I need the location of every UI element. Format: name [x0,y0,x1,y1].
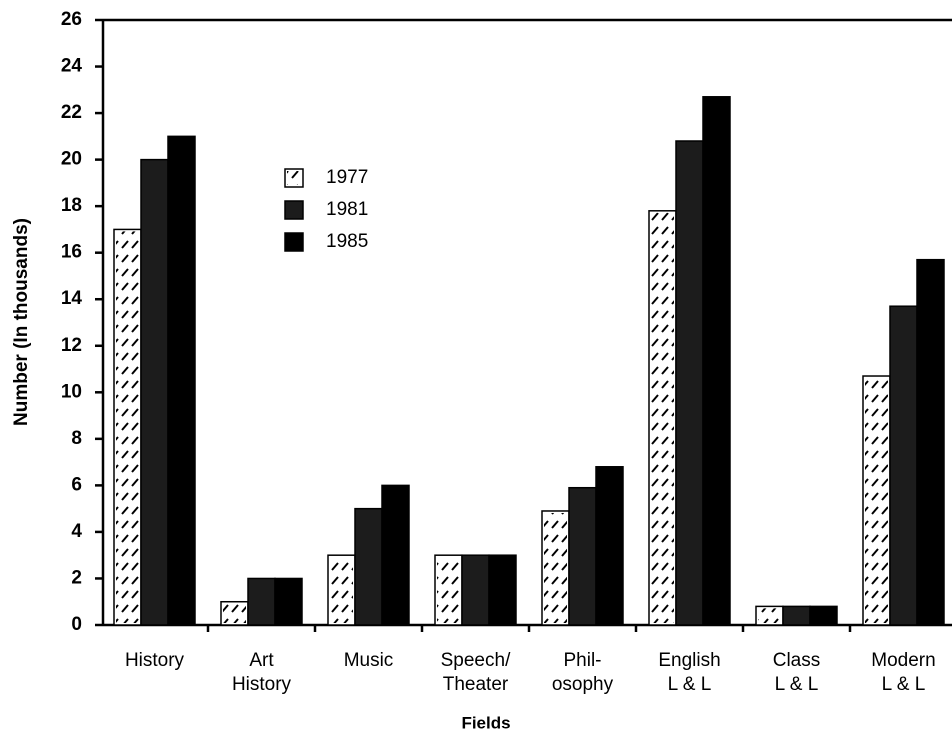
legend-swatch [284,200,304,220]
bar-hatch [223,603,246,623]
bar [782,605,811,626]
y-tick-label: 24 [61,56,83,77]
legend-label: 1977 [326,167,368,188]
bar [889,305,918,626]
bar-hatch [865,378,888,623]
bar [809,605,838,626]
legend-hatch [287,171,301,185]
y-tick-label: 20 [61,149,82,170]
bar-hatch [116,231,139,623]
y-tick-label: 18 [61,195,82,216]
legend-swatch [284,232,304,252]
x-tick-label: Art History [232,650,292,695]
x-axis-label: Fields [461,713,510,732]
bar [381,484,410,626]
x-tick-label: Modern L & L [871,650,935,695]
y-tick-label: 0 [71,614,82,635]
bar-hatch [544,512,567,623]
bar [274,577,303,626]
x-tick-label: Phil-osophy [552,650,614,695]
y-tick-label: 14 [61,288,83,309]
y-tick-label: 4 [71,521,82,542]
y-tick-label: 8 [71,428,82,449]
x-tick-label: Music [344,650,394,671]
y-tick-label: 10 [61,381,82,402]
x-tick-label: Speech/Theater [441,650,511,695]
y-tick-label: 12 [61,335,82,356]
y-tick-label: 22 [61,102,82,123]
x-tick-label: English L & L [658,650,720,695]
x-tick-label: History [125,650,185,671]
y-tick-label: 26 [61,9,82,30]
y-axis-label: Number (In thousands) [11,218,32,426]
bar [461,554,490,626]
bar [488,554,517,626]
legend-label: 1981 [326,199,368,220]
bar-hatch [330,557,353,623]
bar [140,158,169,626]
bar-hatch [651,212,674,624]
bar [354,507,383,626]
bar [568,486,597,626]
bar [595,466,624,626]
bar [247,577,276,626]
bar-hatch [437,557,460,623]
y-tick-label: 2 [71,567,82,588]
legend-label: 1985 [326,231,368,252]
y-tick-label: 16 [61,242,82,263]
y-tick-label: 6 [71,474,82,495]
bar [702,96,731,626]
bar [916,258,945,626]
bar [167,135,196,626]
bar [675,140,704,626]
x-tick-label: Class L & L [773,650,821,695]
bar-hatch [758,608,781,623]
